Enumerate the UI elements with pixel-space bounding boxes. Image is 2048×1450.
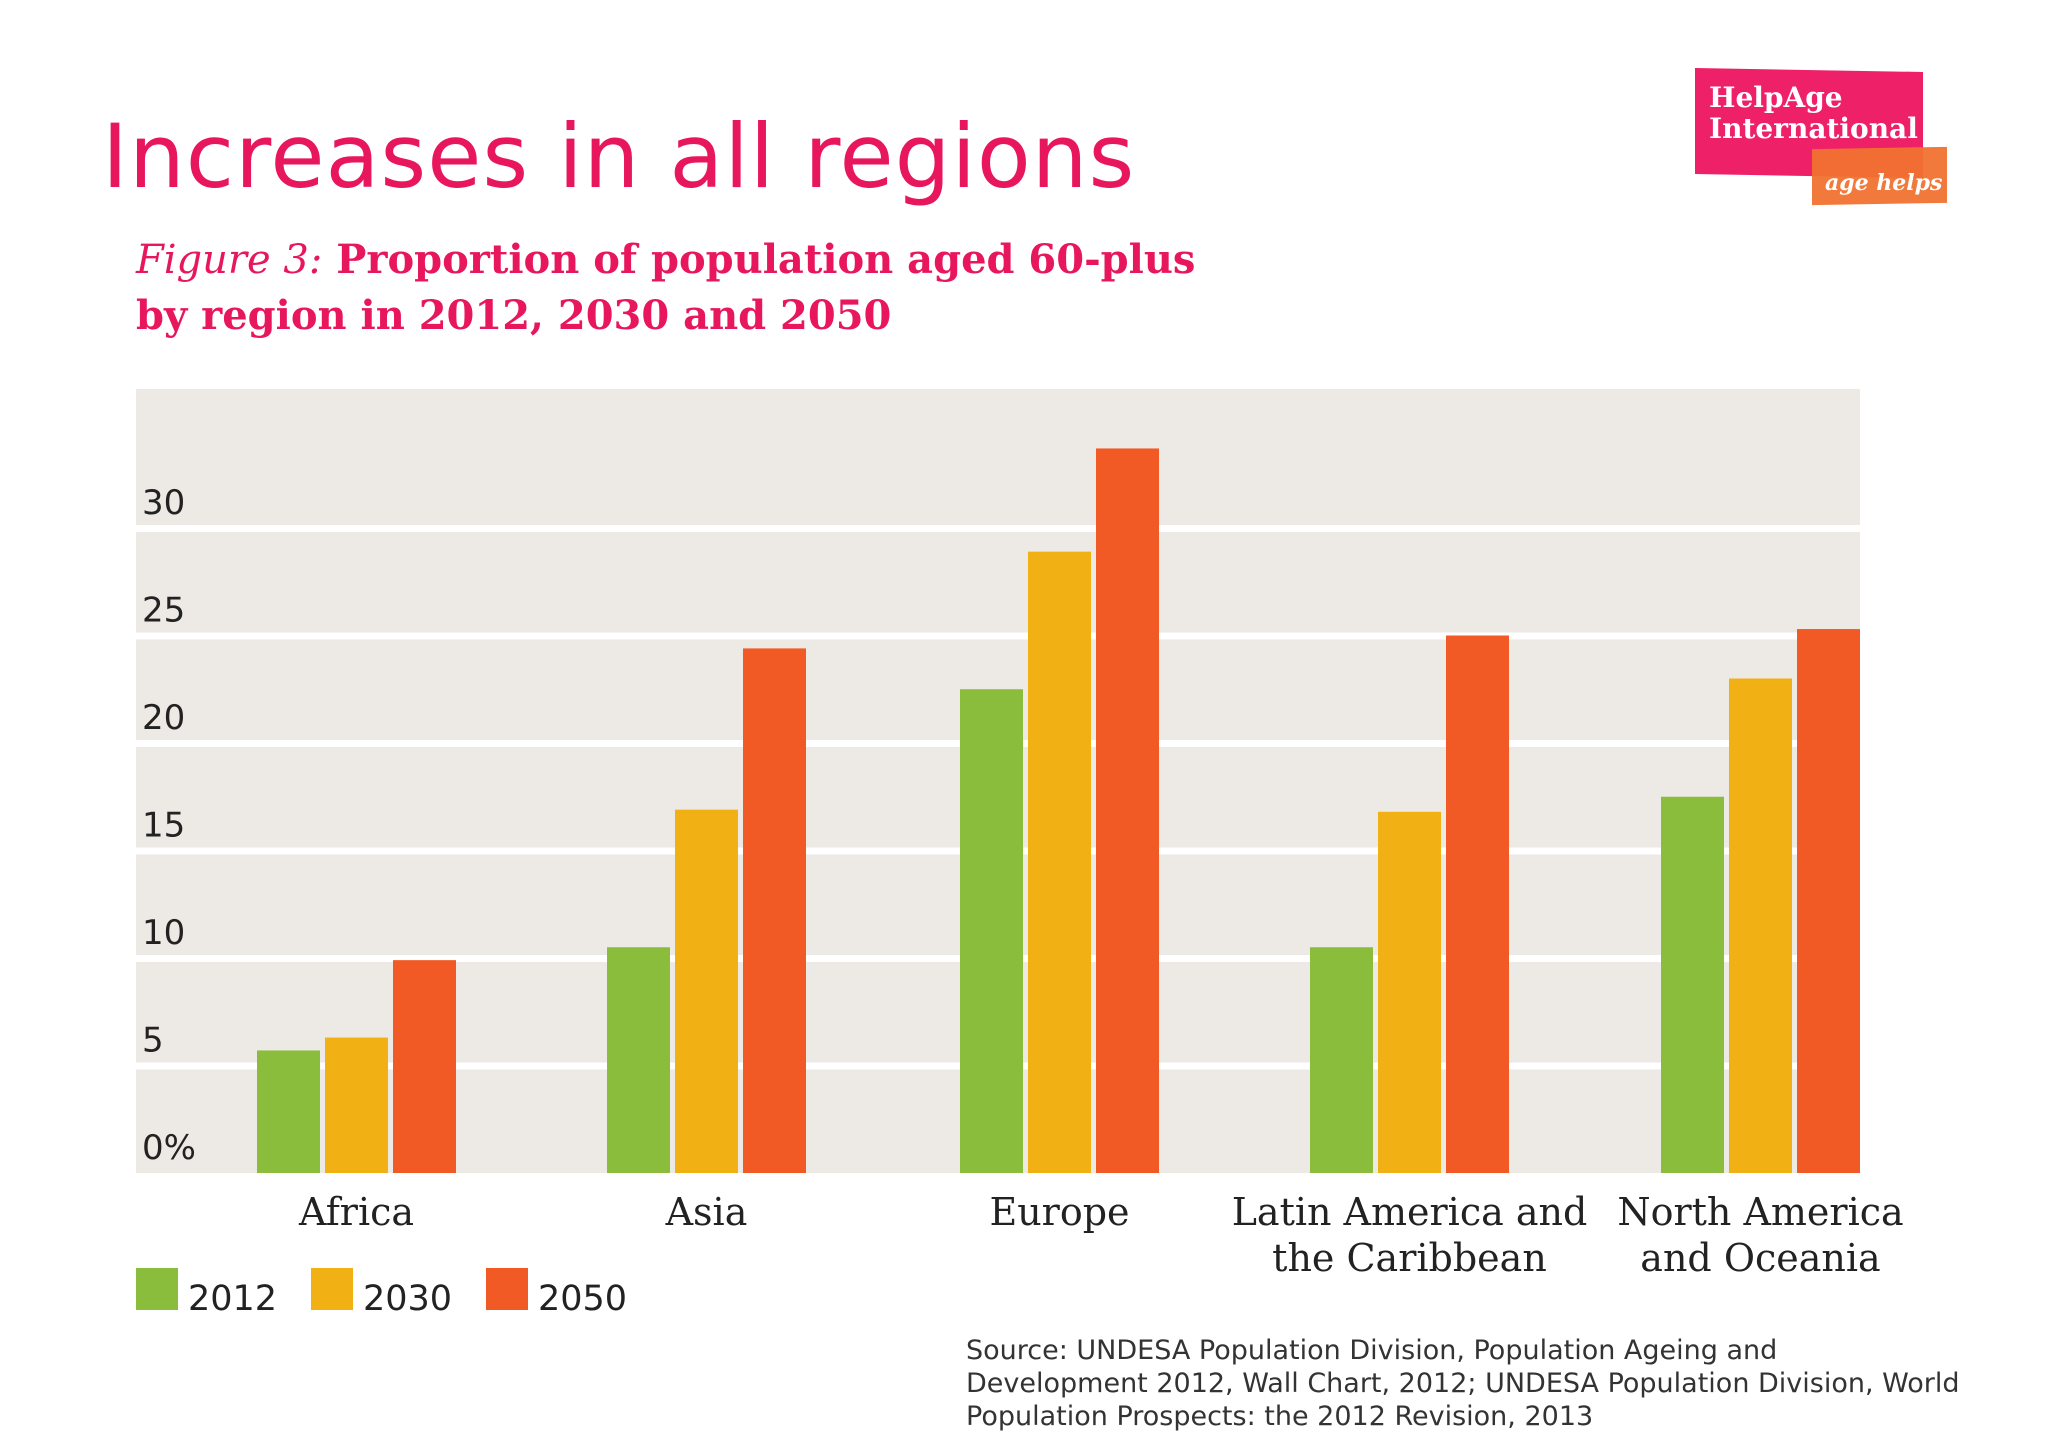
subtitle-line1: Proportion of population aged 60-plus [322, 236, 1196, 283]
y-tick-label: 5 [142, 1021, 164, 1061]
y-tick-label: 30 [142, 483, 185, 523]
legend-swatch-2050 [486, 1268, 528, 1310]
bar-2012-latin-america-and-the-caribbean [1310, 947, 1373, 1173]
bar-2012-north-america-and-oceania [1661, 796, 1724, 1173]
bar-2030-north-america-and-oceania [1729, 678, 1792, 1173]
bar-2050-europe [1096, 448, 1159, 1173]
gridline [136, 632, 1860, 640]
y-tick-label: 15 [142, 806, 185, 846]
bar-2050-asia [743, 648, 806, 1173]
x-tick-label: the Caribbean [1272, 1236, 1547, 1280]
logo-tagline: age helps [1825, 170, 1943, 196]
bar-2050-latin-america-and-the-caribbean [1446, 635, 1509, 1173]
figure-caption: Figure 3: Proportion of population aged … [136, 232, 1195, 343]
legend-label: 2050 [538, 1279, 627, 1319]
legend-label: 2030 [363, 1279, 452, 1319]
page-title: Increases in all regions [102, 105, 1136, 208]
source-note: Source: UNDESA Population Division, Popu… [966, 1335, 1960, 1432]
y-tick-label: 20 [142, 698, 185, 738]
x-tick-label: Europe [989, 1190, 1129, 1234]
y-tick-label: 0% [142, 1128, 196, 1168]
bar-2050-north-america-and-oceania [1797, 629, 1860, 1173]
bar-2030-europe [1028, 551, 1091, 1173]
x-tick-label: Latin America and [1232, 1190, 1588, 1234]
y-tick-label: 10 [142, 913, 185, 953]
y-tick-label: 25 [142, 591, 185, 631]
bar-2012-africa [257, 1050, 320, 1173]
bar-2050-africa [393, 960, 456, 1173]
bar-2012-asia [607, 947, 670, 1173]
x-tick-label: Africa [298, 1190, 414, 1234]
gridline [136, 525, 1860, 532]
legend-swatch-2012 [136, 1268, 178, 1310]
x-tick-label: North America [1617, 1190, 1903, 1234]
x-tick-label: Asia [665, 1190, 748, 1234]
x-tick-label: and Oceania [1640, 1236, 1880, 1280]
legend-label: 2012 [188, 1279, 277, 1319]
subtitle-line2: by region in 2012, 2030 and 2050 [136, 292, 892, 339]
bar-2030-asia [675, 809, 738, 1173]
bar-2012-europe [960, 689, 1023, 1173]
helpage-logo: HelpAge International age helps [1695, 68, 1950, 212]
logo-text: HelpAge International [1709, 81, 1918, 145]
bar-2030-africa [325, 1037, 388, 1173]
figure-label: Figure 3: [136, 237, 323, 283]
legend-swatch-2030 [311, 1268, 353, 1310]
bar-2030-latin-america-and-the-caribbean [1378, 811, 1441, 1173]
